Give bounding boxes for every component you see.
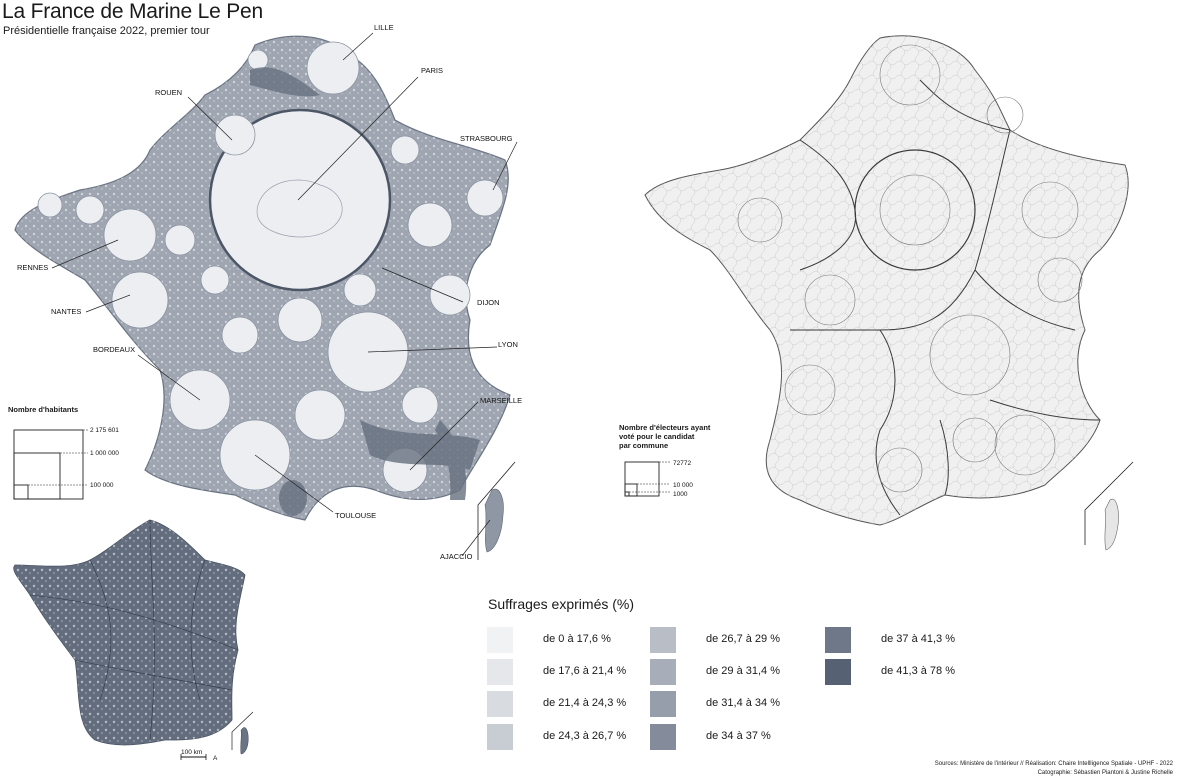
voters-size-legend: 72772 10 000 1000 (624, 460, 693, 498)
city-label-ajaccio: AJACCIO (440, 552, 473, 561)
legend-swatch (825, 627, 851, 653)
legend-swatch (650, 691, 676, 717)
nantes-bubble (111, 271, 169, 329)
strasbourg-bubble (466, 179, 504, 217)
voters-legend-title-line3: par commune (619, 441, 669, 450)
scale-bar-label: 100 km (181, 749, 202, 756)
legend-swatch (487, 627, 513, 653)
voters-legend-max: 72772 (673, 460, 691, 467)
city-label-lille: LILLE (374, 23, 394, 32)
legend-label: de 0 à 17,6 % (543, 633, 611, 645)
pop-legend-mid: 1 000 000 (90, 450, 119, 457)
paris-bubble (208, 108, 392, 292)
legend-swatch (650, 627, 676, 653)
legend-label: de 24,3 à 26,7 % (543, 730, 627, 742)
inset-map: 100 km A (13, 519, 254, 762)
city-label-dijon: DIJON (477, 298, 500, 307)
north-arrow-label: A (213, 755, 218, 762)
city-label-marseille: MARSEILLE (480, 396, 522, 405)
voters-legend-min: 1000 (673, 491, 688, 498)
legend-swatch (487, 724, 513, 750)
voters-legend-title-line1: Nombre d'électeurs ayant (619, 423, 711, 432)
population-cartogram: LILLE PARIS ROUEN STRASBOURG RENNES DIJO… (13, 23, 522, 561)
vote-legend-title: Suffrages exprimés (%) (488, 596, 635, 612)
legend-swatch (487, 691, 513, 717)
legend-swatch (825, 659, 851, 685)
voters-legend-mid: 10 000 (673, 482, 693, 489)
legend-swatch (650, 659, 676, 685)
city-label-rennes: RENNES (17, 263, 48, 272)
city-label-nantes: NANTES (51, 307, 81, 316)
legend-label: de 17,6 à 21,4 % (543, 665, 627, 677)
pop-legend-max: 2 175 601 (90, 427, 119, 434)
corsica-shape (484, 488, 504, 553)
legend-swatch (650, 724, 676, 750)
city-label-paris: PARIS (421, 66, 443, 75)
inset-corsica (240, 727, 249, 755)
voters-legend-title-line2: voté pour le candidat (619, 432, 695, 441)
legend-label: de 31,4 à 34 % (706, 697, 781, 709)
city-label-bordeaux: BORDEAUX (93, 345, 135, 354)
legend-swatch (487, 659, 513, 685)
sources-credit: Sources: Ministère de l'intérieur // Réa… (934, 761, 1173, 767)
page-subtitle: Présidentielle française 2022, premier t… (3, 25, 210, 37)
legend-label: de 34 à 37 % (706, 730, 771, 742)
legend-label: de 41,3 à 78 % (881, 665, 956, 677)
population-size-legend: 2 175 601 1 000 000 100 000 (13, 427, 119, 500)
city-label-rouen: ROUEN (155, 88, 182, 97)
scale-bar: 100 km A (180, 749, 218, 762)
legend-label: de 26,7 à 29 % (706, 633, 781, 645)
voters-legend-title: Nombre d'électeurs ayant voté pour le ca… (619, 423, 710, 450)
legend-label: de 21,4 à 24,3 % (543, 697, 627, 709)
rouen-bubble (214, 114, 256, 156)
city-label-lyon: LYON (498, 340, 518, 349)
population-legend-title: Nombre d'habitants (8, 405, 79, 414)
page-title: La France de Marine Le Pen (2, 0, 263, 23)
rennes-bubble (103, 208, 157, 262)
cartography-credit: Catographie: Sébastien Piantoni & Justin… (1037, 770, 1173, 776)
legend-label: de 37 à 41,3 % (881, 633, 956, 645)
city-label-toulouse: TOULOUSE (335, 511, 376, 520)
voters-cartogram: 72772 10 000 1000 (624, 35, 1134, 551)
legend-label: de 29 à 31,4 % (706, 665, 781, 677)
lille-bubble (306, 41, 360, 95)
city-label-strasbourg: STRASBOURG (460, 134, 513, 143)
pop-legend-min: 100 000 (90, 482, 114, 489)
